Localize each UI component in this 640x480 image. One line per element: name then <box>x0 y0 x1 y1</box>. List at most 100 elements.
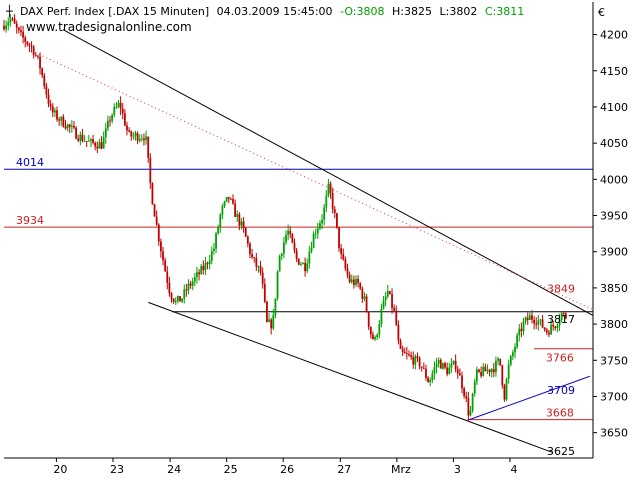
candle-body <box>414 356 417 365</box>
candle-body <box>53 110 56 113</box>
candle-body <box>333 209 336 214</box>
candle-body <box>11 18 14 20</box>
candle-body <box>511 352 514 357</box>
candle-body <box>365 296 368 312</box>
candle-body <box>94 142 97 147</box>
y-tick-label: 4050 <box>600 137 628 150</box>
candle-body <box>374 337 376 340</box>
candle-body <box>32 46 35 55</box>
candle-body <box>446 367 449 375</box>
header-close: C:3811 <box>485 5 524 18</box>
candle-body <box>130 131 133 137</box>
candle-body <box>380 308 383 325</box>
candle-body <box>514 346 516 353</box>
y-tick-label: 4150 <box>600 65 628 78</box>
y-tick-label: 4100 <box>600 101 628 114</box>
trendlines <box>35 29 594 453</box>
candle-body <box>499 358 502 366</box>
candle-body <box>34 54 37 56</box>
candle-body <box>535 323 538 325</box>
candle-body <box>410 355 413 358</box>
candle-body <box>325 195 328 208</box>
candle-body <box>323 207 326 220</box>
x-tick-label: 23 <box>110 463 124 476</box>
x-tick-label: Mrz <box>391 463 411 476</box>
level-label: 4014 <box>16 156 44 169</box>
candle-body <box>185 289 188 291</box>
candle-body <box>503 385 506 400</box>
candle-body <box>378 324 381 335</box>
candle-body <box>272 315 275 329</box>
candle-body <box>537 320 540 325</box>
candle-body <box>26 41 29 45</box>
candle-body <box>246 236 249 244</box>
candle-body <box>393 307 396 311</box>
candle-body <box>458 373 461 376</box>
candle-body <box>244 227 247 237</box>
candle-body <box>60 116 63 121</box>
candle-body <box>73 125 75 128</box>
candle-body <box>416 356 419 358</box>
candle-body <box>140 138 143 140</box>
candle-body <box>280 253 283 257</box>
candle-body <box>282 242 285 254</box>
candle-body <box>37 55 39 57</box>
candle-body <box>92 139 94 143</box>
candle-body <box>202 266 205 270</box>
candle-body <box>338 227 340 249</box>
candle-body <box>187 283 190 291</box>
candle-body <box>249 243 251 255</box>
candle-body <box>22 31 24 38</box>
level-label: 3709 <box>547 384 575 397</box>
candle-body <box>162 251 164 261</box>
cursor-icon: ┼ <box>5 4 13 18</box>
candle-body <box>528 315 531 320</box>
candle-body <box>168 282 171 294</box>
candle-body <box>429 380 432 383</box>
candle-body <box>47 94 50 105</box>
candle-body <box>70 125 73 127</box>
candle-body <box>9 18 12 23</box>
candle-body <box>471 393 474 411</box>
candle-body <box>439 359 442 369</box>
candle-body <box>316 228 319 234</box>
candles <box>3 14 567 422</box>
candle-body <box>501 365 504 386</box>
candle-body <box>520 328 523 332</box>
candle-body <box>376 334 379 338</box>
candle-body <box>391 293 393 308</box>
candle-body <box>526 317 529 320</box>
candle-body <box>5 25 8 30</box>
candle-body <box>138 138 141 141</box>
candle-body <box>495 360 497 373</box>
candle-body <box>420 366 423 368</box>
candle-body <box>268 319 270 322</box>
candle-body <box>312 233 315 249</box>
candle-body <box>242 221 245 228</box>
candle-body <box>113 106 116 115</box>
candle-body <box>556 325 559 328</box>
candle-body <box>297 258 300 265</box>
candle-body <box>157 224 160 242</box>
candle-body <box>473 381 476 394</box>
candle-body <box>51 106 54 113</box>
candle-body <box>204 263 207 270</box>
candle-body <box>367 311 370 327</box>
candle-body <box>509 356 512 365</box>
y-tick-label: 3750 <box>600 354 628 367</box>
trendline <box>62 29 594 316</box>
candle-body <box>382 300 385 309</box>
y-tick-label: 4000 <box>600 173 628 186</box>
candle-body <box>361 288 364 299</box>
candle-body <box>106 120 109 129</box>
candle-body <box>287 230 290 235</box>
candle-body <box>372 334 374 340</box>
x-tick-label: 3 <box>454 463 461 476</box>
candle-body <box>7 22 10 26</box>
candle-body <box>193 277 196 282</box>
candle-body <box>227 196 230 199</box>
candle-body <box>191 281 194 286</box>
candle-body <box>132 135 135 137</box>
horizontal-levels <box>4 168 593 421</box>
candle-body <box>43 75 46 87</box>
